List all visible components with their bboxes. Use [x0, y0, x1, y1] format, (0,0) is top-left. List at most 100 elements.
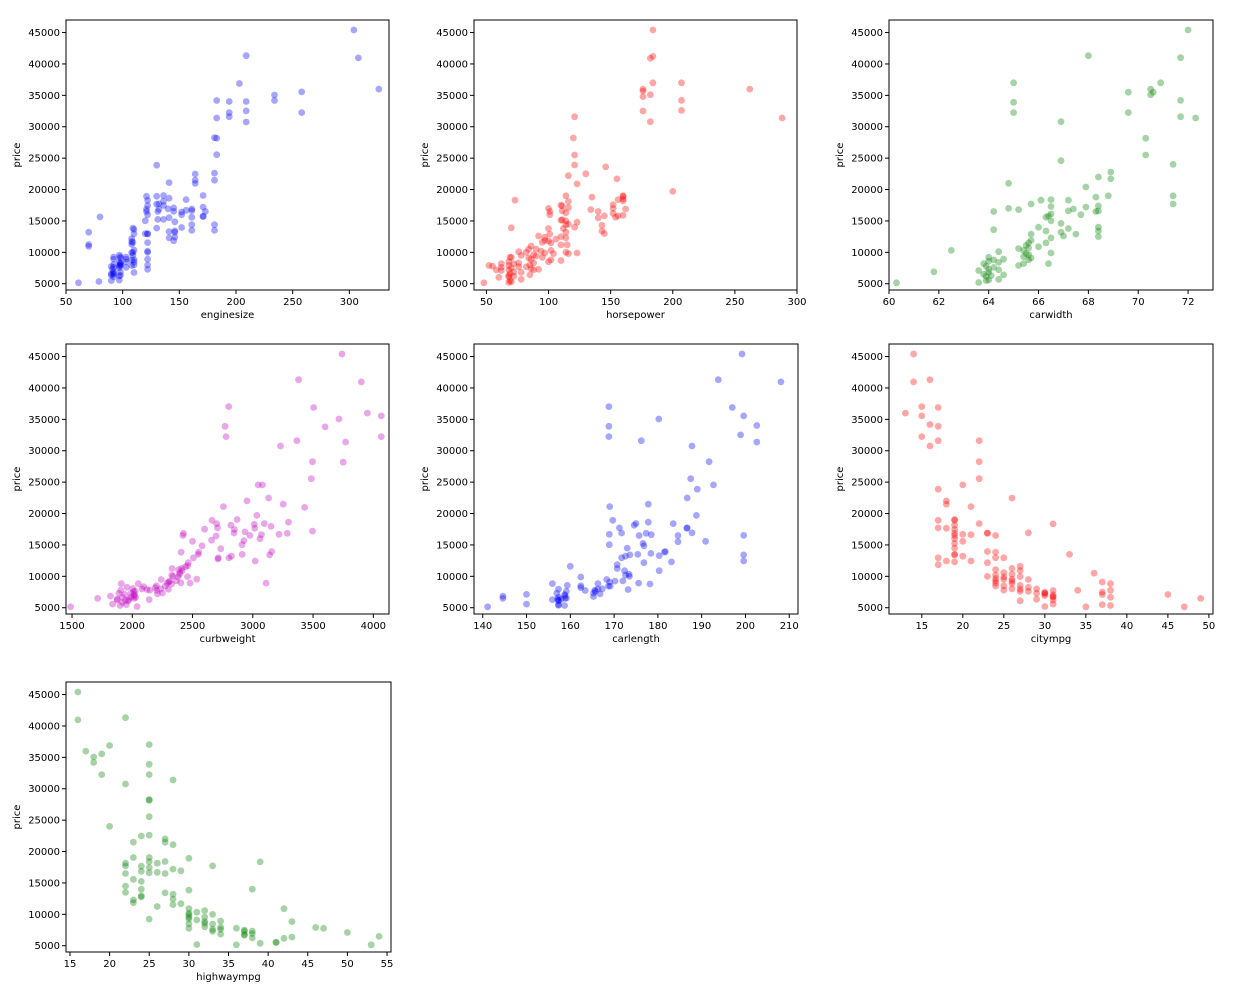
data-point: [637, 437, 645, 445]
x-tick-label: 300: [340, 297, 359, 308]
data-point: [122, 264, 130, 271]
data-point: [201, 525, 209, 533]
x-tick-label: 190: [692, 621, 711, 632]
data-point: [647, 54, 654, 62]
data-point: [153, 859, 161, 867]
data-point: [642, 529, 650, 537]
data-point: [193, 575, 201, 583]
data-point: [122, 870, 129, 877]
data-point: [222, 433, 230, 440]
data-point: [122, 780, 129, 788]
data-point: [1049, 587, 1057, 594]
data-point: [1095, 227, 1102, 235]
data-point: [107, 271, 115, 279]
y-tick-label: 15000: [436, 540, 468, 551]
data-point: [1042, 227, 1050, 235]
data-point: [555, 596, 562, 604]
x-tick-label: 170: [605, 621, 624, 632]
data-point: [209, 862, 217, 870]
data-point: [553, 589, 561, 597]
data-point: [934, 554, 942, 562]
data-point: [189, 537, 196, 545]
scatter-panel-citympg: 15 20 25 30 35 40 45 50 5000 10000 15000 20000 25000…: [835, 343, 1215, 645]
data-point: [613, 561, 621, 569]
data-point: [1082, 603, 1090, 611]
data-point: [555, 593, 562, 601]
data-point: [489, 262, 496, 270]
data-point: [562, 234, 570, 242]
data-point: [693, 512, 700, 519]
data-point: [951, 526, 958, 533]
data-point: [511, 196, 519, 204]
y-axis-label: price: [12, 143, 23, 168]
data-point: [145, 854, 153, 861]
data-point: [130, 256, 138, 263]
x-tick-label: 45: [1162, 621, 1175, 632]
data-point: [1164, 591, 1172, 598]
data-point: [507, 278, 515, 286]
data-point: [943, 500, 950, 508]
x-tick-label: 4000: [361, 621, 386, 632]
data-point: [995, 259, 1003, 266]
data-point: [495, 274, 503, 281]
data-point: [169, 573, 177, 580]
y-tick-label: 25000: [851, 478, 883, 489]
data-point: [530, 259, 537, 267]
data-point: [309, 458, 316, 466]
data-point: [1045, 260, 1052, 267]
data-point: [499, 595, 507, 602]
data-point: [301, 504, 308, 511]
data-point: [170, 208, 178, 215]
data-point: [934, 516, 942, 524]
data-point: [1000, 582, 1008, 590]
data-point: [128, 249, 136, 256]
data-point: [934, 437, 942, 445]
data-point: [992, 532, 999, 539]
data-point: [182, 206, 190, 214]
data-point: [160, 202, 167, 209]
data-point: [153, 587, 161, 594]
data-point: [110, 263, 117, 271]
y-tick-label: 5000: [35, 603, 60, 614]
data-point: [687, 475, 695, 483]
data-point: [571, 223, 578, 231]
data-point: [614, 212, 622, 220]
data-point: [910, 378, 917, 386]
data-point: [1047, 234, 1055, 242]
data-point: [110, 253, 117, 261]
data-point: [199, 203, 207, 211]
data-point: [505, 279, 513, 286]
y-tick-label: 25000: [28, 154, 60, 165]
scatter-panel-carwidth: 60 62 64 66 68 70 72 5000 10000 15000 20000 25000 30…: [835, 19, 1214, 321]
y-tick-label: 45000: [851, 352, 883, 363]
data-point: [266, 551, 273, 559]
data-point: [985, 253, 993, 261]
data-point: [561, 591, 568, 598]
data-point: [571, 161, 578, 169]
data-point: [130, 875, 137, 883]
data-point: [85, 228, 93, 236]
y-tick-label: 15000: [436, 216, 468, 227]
data-point: [557, 233, 565, 241]
data-point: [160, 192, 167, 199]
data-point: [1025, 529, 1032, 537]
data-point: [110, 269, 117, 277]
data-point: [570, 134, 577, 142]
data-point: [992, 582, 999, 590]
data-point: [619, 195, 627, 203]
data-point: [157, 585, 165, 593]
x-tick-label: 150: [601, 297, 620, 308]
data-point: [177, 900, 185, 908]
data-point: [195, 548, 203, 556]
data-point: [1010, 98, 1017, 106]
data-point: [231, 526, 238, 533]
data-point: [95, 278, 103, 285]
data-point: [959, 481, 967, 489]
y-axis-label: price: [12, 467, 23, 492]
data-point: [515, 248, 523, 256]
data-point: [169, 776, 177, 784]
data-point: [984, 559, 991, 567]
data-point: [117, 259, 124, 267]
data-point: [613, 175, 621, 183]
data-point: [1033, 585, 1040, 593]
